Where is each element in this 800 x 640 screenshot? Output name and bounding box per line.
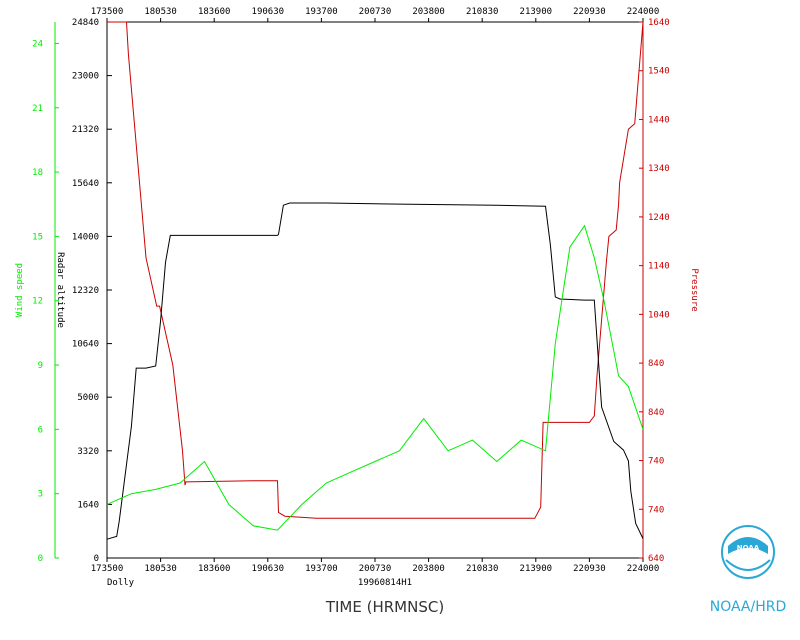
noaa-logo-emblem-text: NOAA — [737, 544, 760, 552]
x-tick-label-top: 190630 — [252, 7, 285, 17]
x-tick-label-top: 220930 — [573, 7, 606, 17]
wind-tick-label: 18 — [32, 168, 43, 178]
x-tick-label-bottom: 220930 — [573, 564, 606, 574]
wind-axis-label: Wind speed — [15, 263, 25, 317]
pressure-tick-label: 740 — [648, 505, 664, 515]
x-tick-label-top: 180530 — [144, 7, 177, 17]
altitude-tick-label: 21320 — [72, 125, 99, 135]
pressure-tick-label: 1540 — [648, 67, 670, 77]
altitude-tick-label: 5000 — [77, 393, 99, 403]
x-tick-label-top: 183600 — [198, 7, 231, 17]
x-tick-label-bottom: 183600 — [198, 564, 231, 574]
noaa-logo-wave — [725, 559, 771, 571]
x-tick-label-bottom: 210830 — [466, 564, 499, 574]
altitude-tick-label: 1640 — [77, 500, 99, 510]
x-tick-label-top: 173500 — [91, 7, 124, 17]
pressure-tick-label: 1240 — [648, 213, 670, 223]
pressure-tick-label: 640 — [648, 554, 664, 564]
altitude-tick-label: 14000 — [72, 232, 99, 242]
x-tick-label-top: 210830 — [466, 7, 499, 17]
pressure-tick-label: 840 — [648, 359, 664, 369]
wind-tick-label: 12 — [32, 297, 43, 307]
pressure-tick-label: 740 — [648, 457, 664, 467]
noaa-logo-ring — [721, 525, 775, 579]
x-tick-label-bottom: 203800 — [412, 564, 445, 574]
x-tick-label-top: 213900 — [520, 7, 553, 17]
x-tick-label-bottom: 180530 — [144, 564, 177, 574]
x-tick-label-bottom: 224000 — [627, 564, 660, 574]
series-line-pressure — [107, 21, 644, 519]
pressure-tick-label: 1040 — [648, 310, 670, 320]
altitude-tick-label: 3320 — [77, 447, 99, 457]
wind-tick-label: 9 — [38, 361, 43, 371]
series-line-radar-altitude — [106, 202, 644, 540]
x-axis-title: TIME (HRMNSC) — [325, 598, 444, 616]
wind-tick-label: 24 — [32, 39, 43, 49]
series-line-wind-speed — [106, 224, 644, 531]
pressure-tick-label: 840 — [648, 408, 664, 418]
x-tick-label-bottom: 173500 — [91, 564, 124, 574]
x-tick-label-bottom: 193700 — [305, 564, 338, 574]
flight-id: 19960814H1 — [358, 578, 412, 588]
altitude-tick-label: 12320 — [72, 286, 99, 296]
plot-frame — [106, 21, 644, 559]
noaa-hrd-text: NOAA/HRD — [710, 599, 787, 615]
pressure-tick-label: 1640 — [648, 18, 670, 28]
altitude-tick-label: 10640 — [72, 340, 99, 350]
pressure-axis-label: Pressure — [689, 268, 699, 311]
altitude-tick-label: 23000 — [72, 72, 99, 82]
wind-tick-label: 3 — [38, 490, 43, 500]
x-tick-label-top: 200730 — [359, 7, 392, 17]
wind-tick-label: 0 — [38, 554, 43, 564]
x-tick-label-bottom: 190630 — [252, 564, 285, 574]
x-tick-label-top: 193700 — [305, 7, 338, 17]
x-tick-label-top: 203800 — [412, 7, 445, 17]
altitude-axis-label: Radar altitude — [55, 252, 65, 328]
pressure-tick-label: 1140 — [648, 262, 670, 272]
altitude-tick-label: 15640 — [72, 179, 99, 189]
noaa-logo-bird — [728, 537, 768, 554]
pressure-tick-label: 1440 — [648, 115, 670, 125]
storm-name: Dolly — [107, 578, 135, 588]
pressure-tick-label: 1340 — [648, 164, 670, 174]
wind-tick-label: 6 — [38, 425, 43, 435]
altitude-tick-label: 0 — [94, 554, 99, 564]
x-tick-label-top: 224000 — [627, 7, 660, 17]
altitude-tick-label: 24840 — [72, 18, 99, 28]
wind-tick-label: 15 — [32, 232, 43, 242]
x-tick-label-bottom: 213900 — [520, 564, 553, 574]
wind-tick-label: 21 — [32, 104, 43, 114]
x-tick-label-bottom: 200730 — [359, 564, 392, 574]
